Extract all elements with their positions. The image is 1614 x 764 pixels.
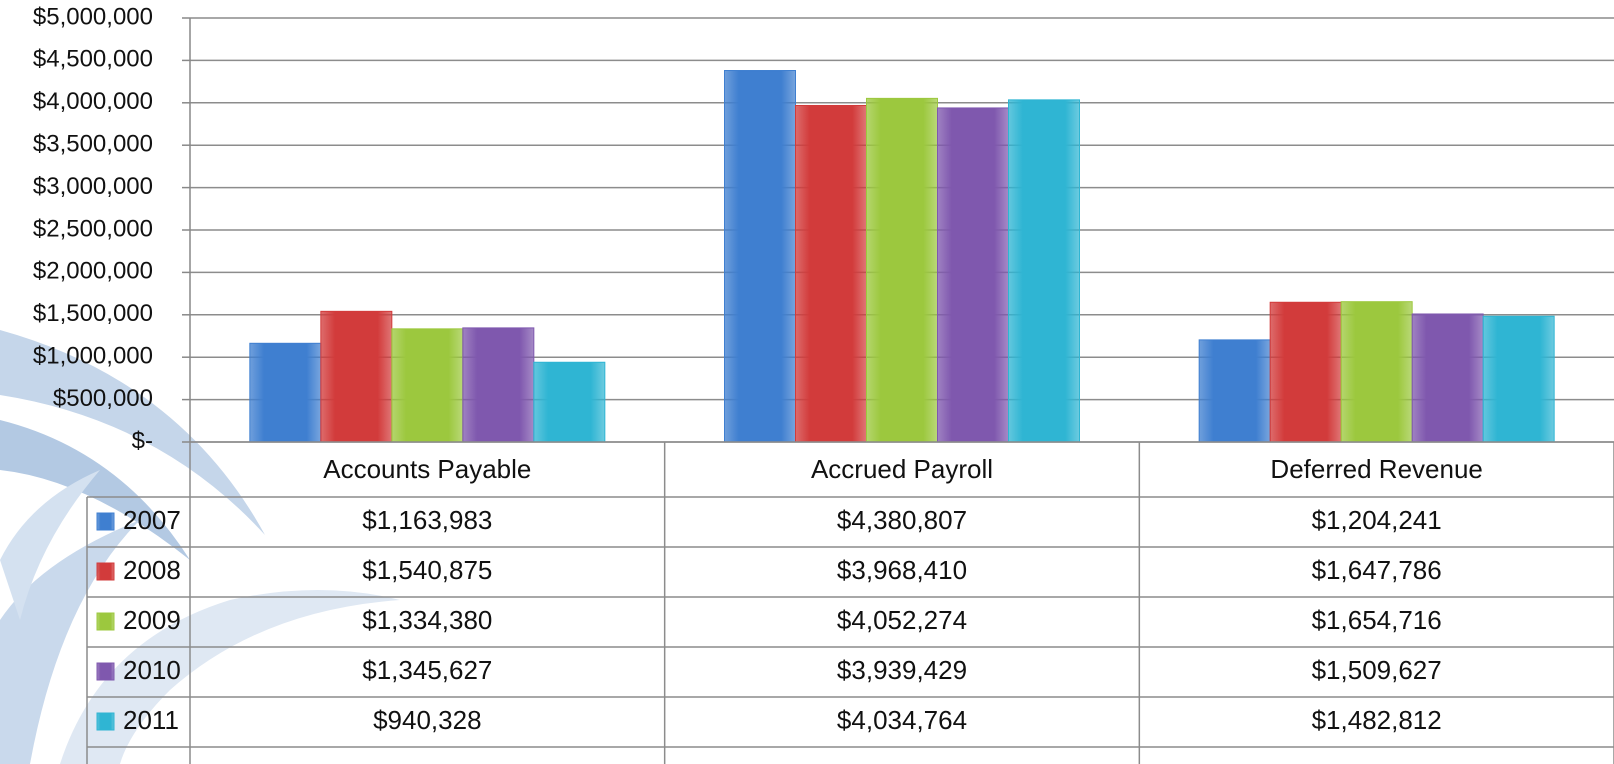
table-cell: $1,345,627 bbox=[362, 655, 492, 685]
legend-label: 2010 bbox=[123, 655, 181, 685]
y-tick-label: $3,500,000 bbox=[33, 131, 153, 158]
bar bbox=[1411, 313, 1484, 443]
table-cell: $3,939,429 bbox=[837, 655, 967, 685]
y-tick-label: $1,500,000 bbox=[33, 300, 153, 327]
legend-key bbox=[96, 662, 115, 681]
table-cell: $1,540,875 bbox=[362, 555, 492, 585]
y-tick-label: $- bbox=[132, 427, 153, 454]
legend-label: 2011 bbox=[123, 705, 179, 735]
legend-key bbox=[96, 712, 115, 731]
y-tick-label: $500,000 bbox=[53, 385, 153, 412]
y-tick-label: $2,500,000 bbox=[33, 215, 153, 242]
table-cell: $1,334,380 bbox=[362, 605, 492, 635]
table-cell: $1,204,241 bbox=[1312, 505, 1442, 535]
x-tick-label: Accounts Payable bbox=[323, 454, 531, 484]
y-tick-label: $2,000,000 bbox=[33, 258, 153, 285]
bar bbox=[320, 310, 393, 443]
table-cell: $3,968,410 bbox=[837, 555, 967, 585]
bar bbox=[1008, 99, 1080, 443]
y-tick-label: $4,000,000 bbox=[33, 88, 153, 115]
table-cell: $1,482,812 bbox=[1312, 705, 1442, 735]
table-cell: $1,509,627 bbox=[1312, 655, 1442, 685]
y-tick-label: $4,500,000 bbox=[33, 46, 153, 73]
table-cell: $1,163,983 bbox=[362, 505, 492, 535]
table-cell: $1,647,786 bbox=[1312, 555, 1442, 585]
table-cell: $1,654,716 bbox=[1312, 605, 1442, 635]
table-cell: $4,052,274 bbox=[837, 605, 967, 635]
x-tick-label: Accrued Payroll bbox=[811, 454, 993, 484]
bar bbox=[1269, 301, 1342, 443]
bar bbox=[795, 104, 867, 443]
x-tick-label: Deferred Revenue bbox=[1270, 454, 1482, 484]
table-cell: $4,034,764 bbox=[837, 705, 967, 735]
bar bbox=[1482, 315, 1555, 443]
legend-key bbox=[96, 562, 115, 581]
table-cell: $4,380,807 bbox=[837, 505, 967, 535]
table-cell: $940,328 bbox=[373, 705, 481, 735]
bar bbox=[249, 342, 322, 443]
bar bbox=[391, 328, 464, 443]
bar bbox=[533, 361, 606, 443]
bar bbox=[462, 327, 535, 443]
bar bbox=[866, 97, 938, 443]
bar bbox=[937, 107, 1009, 443]
legend-key bbox=[96, 612, 115, 631]
y-tick-label: $1,000,000 bbox=[33, 343, 153, 370]
legend-label: 2007 bbox=[123, 505, 181, 535]
legend-label: 2009 bbox=[123, 605, 181, 635]
bar bbox=[1198, 339, 1271, 443]
legend-label: 2008 bbox=[123, 555, 181, 585]
legend-key bbox=[96, 512, 115, 531]
y-tick-label: $5,000,000 bbox=[33, 3, 153, 30]
bar bbox=[1340, 301, 1413, 443]
y-tick-label: $3,000,000 bbox=[33, 173, 153, 200]
bar bbox=[724, 70, 796, 443]
